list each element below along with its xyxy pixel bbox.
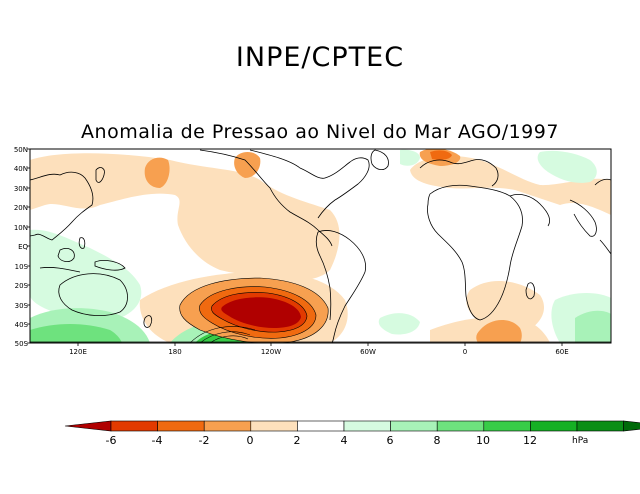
lon-label-0: 0 — [462, 348, 468, 356]
anomaly-region-indian-ocean-green-2 — [575, 310, 611, 343]
colorbar-box — [530, 420, 578, 432]
coastline-middle-east — [509, 194, 550, 227]
colorbar-unit: hPa — [572, 436, 589, 446]
contour-line-3 — [211, 292, 308, 333]
colorbar-box — [390, 420, 438, 432]
coastline-india — [569, 199, 597, 237]
anomaly-fields — [30, 149, 611, 343]
anomaly-center-southern-low — [476, 319, 522, 343]
lon-label-180: 180 — [168, 348, 182, 356]
coastline-east-asia — [594, 178, 611, 255]
lon-label-60w: 60W — [360, 348, 376, 356]
contour-line-5 — [199, 331, 251, 343]
lat-label-10s: 10S — [14, 263, 28, 271]
colorbar-label-12: 12 — [523, 434, 537, 447]
anomaly-region-north-pacific — [30, 153, 340, 281]
map-subtitle: Anomalia de Pressao ao Nivel do Mar AGO/… — [81, 121, 559, 143]
colorbar-box — [203, 420, 252, 432]
anomaly-region-west-pacific-green — [30, 229, 142, 320]
coastlines — [30, 149, 611, 343]
lon-ticks — [77, 343, 563, 346]
colorbar-box — [483, 420, 531, 432]
colorbar-box — [157, 420, 205, 432]
coastline-africa — [427, 184, 523, 321]
main-title: INPE/CPTEC — [235, 42, 405, 73]
coastline-madagascar — [525, 282, 535, 300]
lat-ticks — [27, 148, 30, 344]
lon-label-120e: 120E — [69, 348, 87, 356]
lat-label-10n: 10N — [13, 224, 28, 232]
contour-line-1 — [179, 277, 329, 343]
coastline-new-guinea — [94, 260, 126, 271]
colorbar-arrow-left — [64, 420, 112, 432]
contour-line-4 — [189, 326, 256, 343]
lat-label-40n: 40N — [13, 165, 28, 173]
lat-label-50s: 50S — [14, 340, 28, 348]
anomaly-center-europe-low-2 — [430, 150, 452, 160]
colorbar-arrow-right — [623, 420, 640, 432]
colorbar-label-8: 8 — [433, 434, 441, 447]
colorbar-label-neg4: -4 — [151, 434, 163, 447]
colorbar-box — [250, 420, 298, 432]
coastline-europe — [419, 159, 499, 187]
contour-lines — [179, 277, 329, 343]
colorbar-box — [576, 420, 624, 432]
colorbar-label-neg2: -2 — [198, 434, 210, 447]
lat-label-30n: 30N — [13, 185, 28, 193]
coastline-new-zealand — [143, 315, 153, 328]
lat-label-40s: 40S — [14, 321, 28, 329]
colorbar-box — [297, 420, 345, 432]
colorbar-label-2: 2 — [293, 434, 301, 447]
coastline-japan — [95, 167, 105, 183]
coastline-south-america — [315, 230, 367, 343]
anomaly-region-northeast-green — [537, 150, 597, 183]
colorbar-box — [343, 420, 391, 432]
lat-label-eq: EQ — [18, 243, 28, 251]
colorbar — [64, 420, 640, 432]
colorbar-label-4: 4 — [340, 434, 348, 447]
anomaly-region-southwest-green-2 — [30, 324, 122, 343]
lon-label-120w: 120W — [260, 348, 282, 356]
anomaly-center-pacific-low-1 — [144, 157, 170, 188]
lat-label-20s: 20S — [14, 282, 28, 290]
colorbar-box — [436, 420, 485, 432]
coastline-greenland — [370, 149, 389, 170]
coastline-philippines — [78, 237, 86, 249]
contour-line-6 — [209, 335, 249, 343]
colorbar-label-neg6: -6 — [105, 434, 117, 447]
coastline-asia — [30, 171, 94, 241]
anomaly-center-main-low-core — [221, 297, 301, 328]
anomaly-region-north-atlantic — [410, 155, 611, 215]
anomaly-region-south-atlantic-green — [378, 313, 420, 335]
colorbar-box — [110, 420, 158, 432]
colorbar-label-10: 10 — [476, 434, 490, 447]
lat-label-30s: 30S — [14, 302, 28, 310]
colorbar-label-0: 0 — [246, 434, 254, 447]
lon-label-60e: 60E — [555, 348, 569, 356]
coastline-australia — [58, 273, 128, 316]
lat-label-20n: 20N — [13, 204, 28, 212]
lat-label-50n: 50N — [13, 146, 28, 154]
contour-line-2 — [199, 286, 317, 339]
anomaly-region-north-atlantic-green — [400, 149, 420, 166]
coastline-borneo — [57, 248, 75, 262]
coastline-indonesia — [39, 267, 81, 273]
colorbar-label-6: 6 — [386, 434, 394, 447]
